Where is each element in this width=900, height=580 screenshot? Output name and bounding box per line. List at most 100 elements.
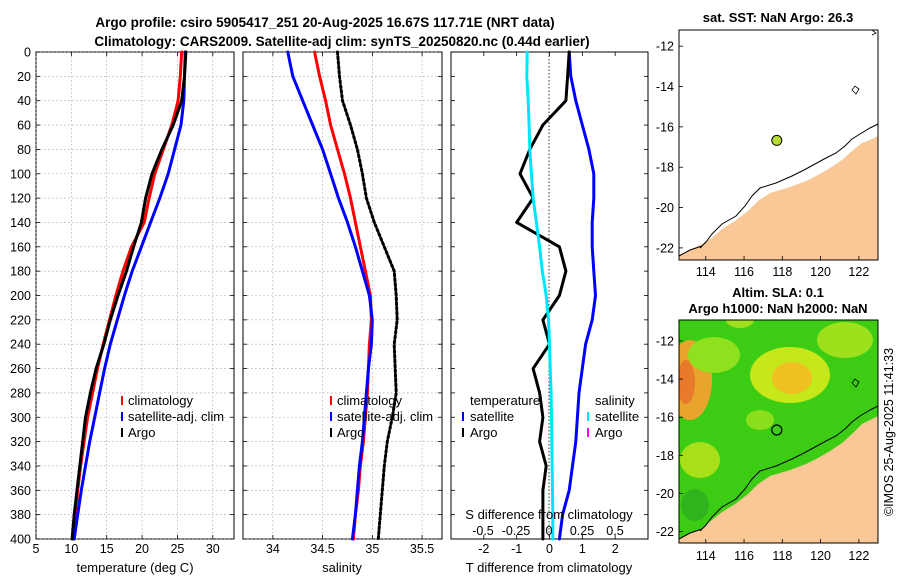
map-x-tick-label: 116: [734, 265, 754, 279]
x-tick-label: 35: [365, 542, 379, 556]
legend-temperature-title: temperature: [470, 393, 540, 408]
sla-anomaly-patch: [688, 337, 740, 373]
y-tick-label: 20: [17, 70, 31, 84]
x-tick-label: 34: [266, 542, 280, 556]
sla-anomaly-patch: [680, 442, 720, 478]
salinity-difference-tick-label: 0.25: [570, 524, 594, 538]
map-y-tick-label: -12: [656, 334, 674, 348]
map-y-tick-label: -20: [656, 201, 674, 215]
map-x-tick-label: 120: [810, 265, 831, 279]
figure-title-line-2: Climatology: CARS2009. Satellite-adj cli…: [94, 34, 589, 49]
legend-satellite-label: satellite-adj. clim: [128, 409, 224, 424]
temperature-xlabel: temperature (deg C): [76, 560, 193, 575]
salinity-panel: 34 34.5 35 35.5 salinity climatology satell…: [242, 50, 443, 575]
sla-anomaly-patch: [817, 322, 873, 358]
legend-s-argo-label: Argo: [595, 425, 622, 440]
x-tick-label: 2: [612, 542, 619, 556]
y-tick-label: 40: [17, 94, 31, 108]
y-tick-label: 360: [10, 484, 31, 498]
map-x-tick-label: 118: [772, 549, 792, 563]
salinity-tick-labels: 34 34.5 35 35.5: [243, 51, 442, 556]
difference-legend: temperature satellite Argo salinity sate…: [462, 393, 639, 440]
series-line-satellite-adj-clim: [286, 50, 374, 541]
x-tick-label: 25: [170, 542, 184, 556]
salinity-legend: climatology satellite-adj. clim Argo: [330, 393, 433, 440]
y-tick-label: 320: [10, 435, 31, 449]
map-y-tick-label: -20: [656, 487, 674, 501]
map-x-tick-label: 122: [848, 549, 869, 563]
legend-climatology-label: climatology: [337, 393, 403, 408]
map-y-tick-label: -22: [656, 525, 674, 539]
sst-map-frame: [678, 29, 879, 261]
difference-plot-frame: [450, 51, 649, 540]
sla-map-land: [679, 416, 878, 543]
figure-title-line-1: Argo profile: csiro 5905417_251 20-Aug-2…: [95, 15, 554, 30]
sla-map-contour: [699, 405, 879, 532]
salinity-difference-axis-label: S difference from climatology: [465, 507, 633, 522]
sst-map-coastline: [678, 245, 703, 257]
map-y-tick-label: -16: [656, 120, 674, 134]
y-tick-label: 260: [10, 362, 31, 376]
sst-map-island: [851, 85, 860, 95]
sla-map-title-line-2: Argo h1000: NaN h2000: NaN: [688, 301, 867, 316]
x-tick-label: 10: [64, 542, 78, 556]
y-tick-label: 80: [17, 143, 31, 157]
temperature-grid: [35, 51, 234, 540]
map-y-tick-label: -18: [656, 161, 674, 175]
x-tick-label: 35.5: [410, 542, 434, 556]
sla-map-panel: Altim. SLA: 0.1 Argo h1000: NaN h2000: N…: [656, 285, 879, 563]
temperature-panel: 0 20 40 60 80 100 120 140 160 180 200 220 240 260 280 3…: [10, 46, 235, 575]
map-x-tick-label: 118: [772, 265, 792, 279]
difference-series: [515, 50, 597, 541]
salinity-difference-tick-label: -0.5: [472, 524, 494, 538]
y-tick-label: 400: [10, 533, 31, 547]
series-line-t-argo: [515, 50, 571, 541]
x-tick-label: 15: [100, 542, 114, 556]
series-line-argo: [336, 50, 399, 541]
difference-salinity-tick-labels: -0.5 -0.25 0 0.25 0.5: [472, 524, 624, 538]
y-tick-label: 220: [10, 313, 31, 327]
x-tick-label: 0: [546, 542, 553, 556]
y-tick-label: 120: [10, 192, 31, 206]
x-tick-label: 30: [206, 542, 220, 556]
legend-satellite-label: satellite-adj. clim: [337, 409, 433, 424]
y-tick-label: 300: [10, 411, 31, 425]
map-x-tick-label: 114: [696, 549, 716, 563]
sst-map-island: [871, 29, 877, 36]
salinity-difference-tick-label: -0.25: [502, 524, 531, 538]
difference-xlabel: T difference from climatology: [466, 560, 633, 575]
sla-anomaly-patch: [679, 360, 695, 404]
legend-s-satellite-label: satellite: [595, 409, 639, 424]
y-tick-label: 200: [10, 289, 31, 303]
sla-anomaly-patch: [746, 410, 774, 430]
map-y-tick-label: -14: [656, 80, 674, 94]
y-tick-label: 140: [10, 216, 31, 230]
temperature-legend: climatology satellite-adj. clim Argo: [121, 393, 224, 440]
y-tick-label: 380: [10, 508, 31, 522]
sst-map-panel: sat. SST: NaN Argo: 26.3 114 116 118 120 122…: [656, 10, 879, 279]
x-tick-label: 5: [33, 542, 40, 556]
legend-salinity-title: salinity: [595, 393, 635, 408]
y-tick-label: 280: [10, 386, 31, 400]
map-y-tick-label: -18: [656, 449, 674, 463]
salinity-grid: [243, 51, 442, 540]
map-y-tick-label: -12: [656, 40, 674, 54]
map-x-tick-label: 114: [696, 265, 716, 279]
legend-t-argo-label: Argo: [470, 425, 497, 440]
x-tick-label: -1: [511, 542, 522, 556]
temperature-tick-labels: 0 20 40 60 80 100 120 140 160 180 200 220 240 260 280 3…: [10, 46, 234, 556]
x-tick-label: 20: [135, 542, 149, 556]
series-line-t-satellite: [557, 50, 597, 541]
legend-argo-label: Argo: [128, 425, 155, 440]
difference-panel: -2 -1 0 1 2 -0.5 -0.25 0 0.25 0.5 S difference f…: [450, 50, 649, 575]
sst-map-tick-labels: 114 116 118 120 122 -12 -14 -16 -18 -20 -22: [656, 40, 869, 279]
sst-map-title: sat. SST: NaN Argo: 26.3: [703, 10, 854, 25]
sst-map-land: [679, 136, 878, 260]
footer-timestamp: ©IMOS 25-Aug-2025 11:41:33: [882, 348, 896, 516]
sst-map-argo-marker: [771, 134, 783, 146]
legend-argo-label: Argo: [337, 425, 364, 440]
temperature-series: [70, 50, 188, 541]
sla-anomaly-patch: [772, 362, 812, 394]
sla-anomaly-patch: [681, 489, 709, 521]
legend-t-satellite-label: satellite: [470, 409, 514, 424]
